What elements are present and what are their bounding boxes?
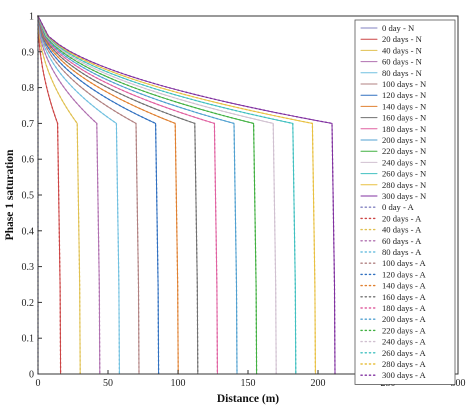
y-tick-label: 0.4 [22,226,35,237]
y-tick-label: 0.3 [22,262,35,273]
series-curve [37,15,81,375]
legend-entry: 220 days - N [382,146,427,156]
legend-entry: 260 days - N [382,169,427,179]
y-tick-label: 0.2 [22,298,35,309]
x-tick-label: 50 [103,378,113,389]
y-tick-label: 0.6 [22,155,35,166]
series-curve [37,15,101,375]
series-curve [37,15,160,375]
legend-entry: 80 days - A [382,247,422,257]
y-tick-label: 0.8 [22,83,35,94]
legend-entry: 180 days - A [382,303,426,313]
legend-entry: 100 days - N [382,79,427,89]
legend-entry: 180 days - N [382,124,427,134]
legend-entry: 20 days - A [382,213,422,223]
legend-entry: 220 days - A [382,325,426,335]
series-curve [37,15,238,375]
legend-entry: 240 days - A [382,337,426,347]
legend-entry: 300 days - A [382,370,426,380]
legend-entry: 60 days - A [382,236,422,246]
legend-entry: 280 days - N [382,180,427,190]
x-tick-label: 0 [36,378,41,389]
legend-entry: 100 days - A [382,258,426,268]
legend-entry: 140 days - A [382,281,426,291]
series-curve [37,15,258,375]
legend-entry: 120 days - A [382,269,426,279]
legend-entry: 300 days - N [382,191,427,201]
series-curve [37,15,218,375]
legend-entry: 0 day - N [382,23,415,33]
y-tick-label: 1 [29,12,34,23]
legend-entry: 80 days - N [382,68,423,78]
legend-entry: 160 days - N [382,113,427,123]
legend-entry: 20 days - N [382,34,423,44]
x-tick-label: 300 [451,378,466,389]
legend-entry: 40 days - A [382,225,422,235]
legend-entry: 240 days - N [382,157,427,167]
y-tick-label: 0.1 [22,334,35,345]
x-axis-label: Distance (m) [217,393,279,405]
y-tick-label: 0 [29,370,34,381]
y-tick-label: 0.5 [22,191,35,202]
series-curve [37,15,297,375]
series-curve [37,15,199,375]
legend-entry: 200 days - N [382,135,427,145]
series-curve [37,15,179,375]
series-curve [37,15,277,375]
x-tick-label: 200 [311,378,326,389]
x-tick-label: 100 [171,378,186,389]
legend-entry: 160 days - A [382,292,426,302]
legend-entry: 260 days - A [382,348,426,358]
legend: 0 day - N20 days - N40 days - N 60 days -… [354,19,456,385]
series-curve [37,15,62,375]
legend-entry: 60 days - N [382,57,423,67]
legend-entry: 0 day - A [382,202,415,212]
legend-entry: 200 days - A [382,314,426,324]
legend-entry: 40 days - N [382,45,423,55]
series-curves [37,15,336,375]
series-curve [37,15,336,375]
legend-entry: 280 days - A [382,359,426,369]
y-tick-label: 0.7 [22,119,35,130]
series-curve [37,15,121,375]
legend-box [354,19,456,385]
series-curve [37,15,317,375]
y-axis-label: Phase 1 saturation [4,149,16,240]
y-tick-label: 0.9 [22,47,35,58]
x-tick-label: 150 [241,378,256,389]
legend-entry: 120 days - N [382,90,427,100]
legend-entry: 140 days - N [382,101,427,111]
series-curve [37,15,140,375]
